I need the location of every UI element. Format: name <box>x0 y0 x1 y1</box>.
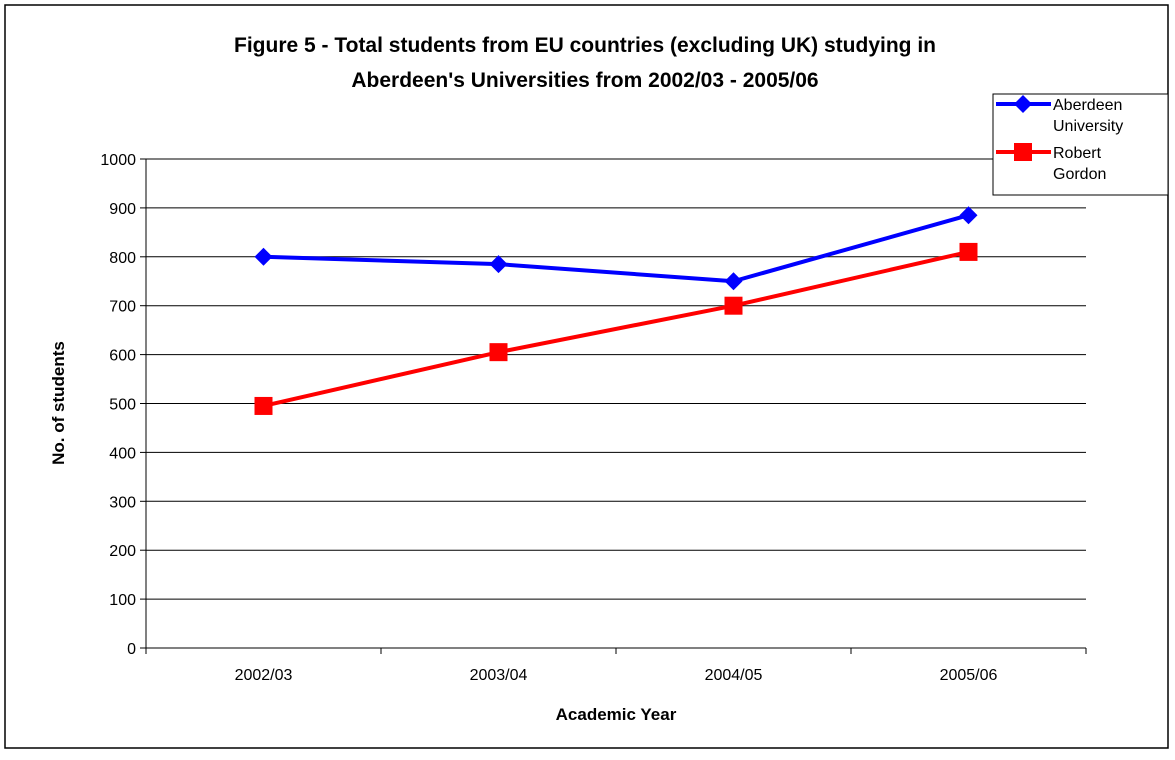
data-point-s1-2 <box>724 296 743 315</box>
data-point-s1-1 <box>489 343 508 362</box>
legend-label-1-0: Robert <box>1053 145 1102 162</box>
x-tick-label-2004/05: 2004/05 <box>705 667 763 684</box>
y-tick-label-600: 600 <box>109 348 136 365</box>
legend-marker-0 <box>1014 95 1032 113</box>
x-tick-label-2003/04: 2003/04 <box>470 667 528 684</box>
y-tick-label-100: 100 <box>109 592 136 609</box>
legend: Aberdeen University Robert Gordon <box>992 93 1169 196</box>
data-point-s1-0 <box>254 396 273 415</box>
y-tick-label-1000: 1000 <box>100 152 136 169</box>
data-point-s0-3 <box>959 206 978 225</box>
y-tick-label-400: 400 <box>109 445 136 462</box>
series-line-0 <box>263 213 970 284</box>
data-point-s1-3 <box>959 242 978 261</box>
legend-marker-1 <box>1014 143 1032 161</box>
y-tick-label-500: 500 <box>109 397 136 414</box>
y-tick-label-900: 900 <box>109 201 136 218</box>
legend-label-0-0: Aberdeen <box>1053 97 1122 114</box>
y-tick-label-800: 800 <box>109 250 136 267</box>
y-tick-label-200: 200 <box>109 543 136 560</box>
series-line-1 <box>263 249 969 408</box>
y-axis-title: No. of students <box>49 341 68 465</box>
x-tick-label-2002/03: 2002/03 <box>235 667 293 684</box>
x-tick-label-2005/06: 2005/06 <box>940 667 998 684</box>
legend-label-0-1: University <box>1053 118 1123 135</box>
data-point-s0-2 <box>724 272 743 291</box>
chart-title-line-1: Figure 5 - Total students from EU countr… <box>234 34 936 57</box>
data-point-s0-0 <box>254 247 273 266</box>
y-tick-label-300: 300 <box>109 494 136 511</box>
data-point-s0-1 <box>489 255 508 274</box>
chart-title-line-2: Aberdeen's Universities from 2002/03 - 2… <box>351 69 818 92</box>
y-tick-label-0: 0 <box>127 641 136 658</box>
y-tick-label-700: 700 <box>109 299 136 316</box>
x-axis-title: Academic Year <box>556 705 677 724</box>
legend-label-1-1: Gordon <box>1053 166 1106 183</box>
